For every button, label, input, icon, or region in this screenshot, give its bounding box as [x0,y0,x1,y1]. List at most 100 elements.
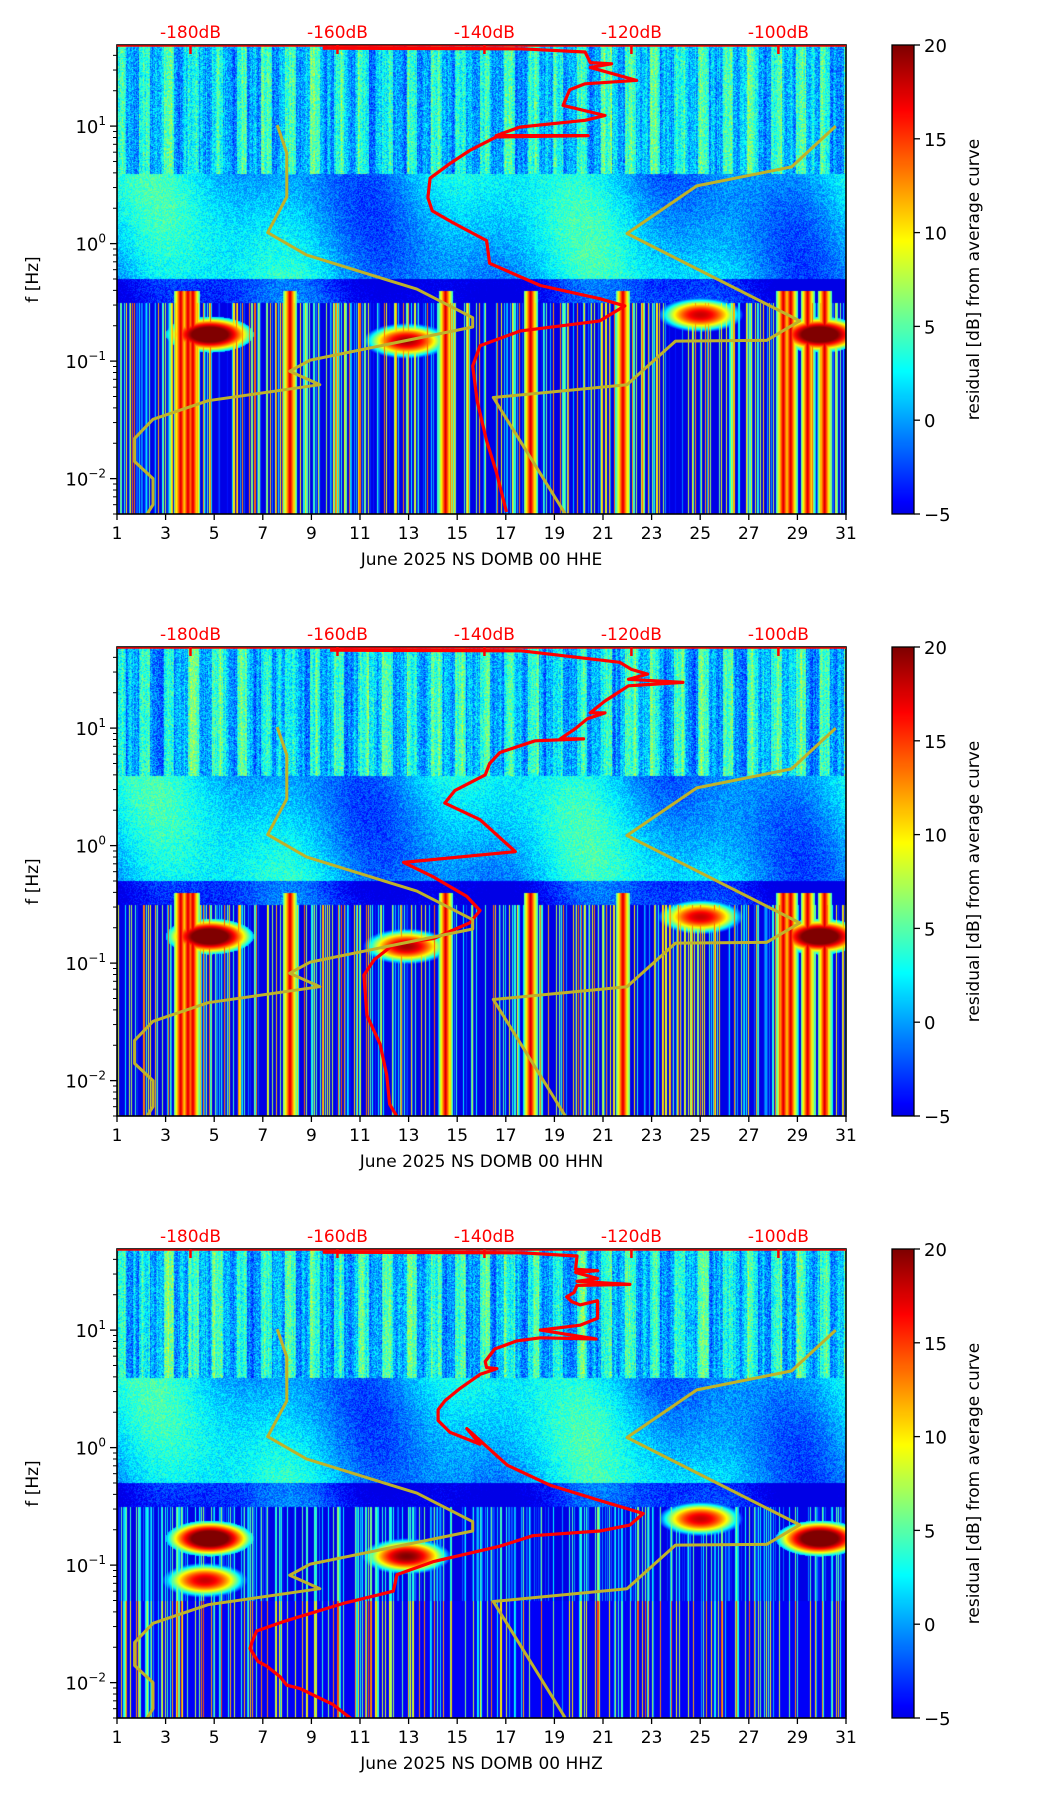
panel-hhz: 1 3 5 7 9 11 13 15 17 19 21 23 25 27 29 31 June 2025 NS … [0,1204,1052,1806]
y-tick-exponent: −2 [88,1069,106,1083]
db-tick-label: -180dB [160,625,221,645]
x-tick-label: 27 [738,1126,760,1146]
x-tick-label: 3 [160,1126,171,1146]
panel-hhn: 1 3 5 7 9 11 13 15 17 19 21 23 25 27 29 31 June 2025 NS … [0,602,1052,1204]
db-tick-label: -100dB [748,1227,809,1247]
curves [133,46,837,514]
y-tick-base: 10 [65,470,88,491]
panel-hhe: 1 3 5 7 9 11 13 15 17 19 21 23 25 27 29 31 June 2025 NS … [0,0,1052,602]
plot-frame [116,1248,847,1719]
y-tick-label: 10−2 [65,1069,106,1093]
db-tick-label: -120dB [601,625,662,645]
y-tick-label: 101 [75,114,106,138]
x-tick-label: 23 [641,1126,663,1146]
nlnm-curve [133,726,475,1116]
x-tick-label: 21 [592,524,614,544]
spectrogram-heatmap [117,647,846,1116]
curves [133,1250,837,1718]
y-axis-label: f [Hz] [23,256,43,302]
y-tick-exponent: 1 [98,114,106,128]
y-tick-label: 100 [75,232,106,256]
colorbar-frame [891,646,915,1117]
y-tick-exponent: −1 [88,349,106,363]
x-tick-label: 25 [689,1126,711,1146]
x-tick-label: 11 [349,1728,371,1748]
y-tick-base: 10 [75,837,98,858]
x-tick-label: 19 [544,524,566,544]
colorbar-label: residual [dB] from average curve [964,1343,984,1624]
x-axis-label: June 2025 NS DOMB 00 HHN [359,1152,604,1172]
x-tick-label: 9 [306,524,317,544]
x-tick-label: 11 [349,1126,371,1146]
mean-psd-curve [322,46,639,513]
y-tick-label: 101 [75,1318,106,1342]
y-tick-base: 10 [75,719,98,740]
colorbar-tick-label: 0 [924,1615,935,1636]
plot-frame [116,44,847,515]
y-tick-base: 10 [75,1439,98,1460]
colorbar-tick-label: 10 [924,1428,947,1449]
db-tick-label: -100dB [748,625,809,645]
x-tick-label: 27 [738,1728,760,1748]
y-tick-base: 10 [65,1072,88,1093]
x-tick-label: 13 [398,1126,420,1146]
y-tick-base: 10 [65,1556,88,1577]
x-tick-label: 9 [306,1728,317,1748]
colorbar-label: residual [dB] from average curve [964,741,984,1022]
y-tick-exponent: 1 [98,716,106,730]
x-tick-label: 31 [835,524,857,544]
x-tick-label: 7 [257,1126,268,1146]
nlnm-curve [133,124,475,514]
y-tick-exponent: 1 [98,1318,106,1332]
colorbar-gradient [892,45,914,514]
colorbar-tick-label: 15 [924,732,947,753]
nlnm-curve [133,1328,475,1718]
y-tick-base: 10 [65,352,88,373]
x-tick-label: 21 [592,1728,614,1748]
x-tick-label: 3 [160,524,171,544]
x-tick-label: 7 [257,524,268,544]
mean-psd-curve [330,648,685,1116]
x-tick-label: 23 [641,1728,663,1748]
x-tick-label: 5 [209,1126,220,1146]
y-tick-label: 100 [75,834,106,858]
colorbar-tick-label: 0 [924,411,935,432]
y-tick-exponent: −1 [88,951,106,965]
colorbar-tick-label: 0 [924,1013,935,1034]
y-tick-exponent: −1 [88,1553,106,1567]
x-tick-label: 15 [446,1728,468,1748]
x-tick-label: 25 [689,524,711,544]
y-tick-exponent: 0 [98,232,106,246]
colorbar-tick-label: 5 [924,1521,935,1542]
x-tick-label: 31 [835,1728,857,1748]
x-tick-label: 29 [787,524,809,544]
db-tick-label: -160dB [307,23,368,43]
y-tick-exponent: −2 [88,467,106,481]
colorbar-tick-label: 10 [924,224,947,245]
x-tick-label: 15 [446,1126,468,1146]
colorbar-frame [891,44,915,515]
colorbar-tick-label: 5 [924,317,935,338]
y-tick-label: 10−1 [65,1553,106,1577]
y-tick-base: 10 [65,954,88,975]
nhnm-curve [491,124,837,514]
colorbar-tick-label: 20 [924,638,947,659]
x-tick-label: 17 [495,1126,517,1146]
y-tick-exponent: −2 [88,1671,106,1685]
y-tick-base: 10 [75,117,98,138]
y-tick-label: 10−1 [65,951,106,975]
y-tick-exponent: 0 [98,834,106,848]
db-tick-label: -120dB [601,1227,662,1247]
db-tick-label: -120dB [601,23,662,43]
curves [133,648,837,1116]
x-tick-label: 23 [641,524,663,544]
x-tick-label: 17 [495,524,517,544]
x-tick-label: 19 [544,1126,566,1146]
x-tick-label: 19 [544,1728,566,1748]
db-tick-label: -140dB [454,23,515,43]
mean-psd-curve [248,1250,645,1718]
plot-frame [116,646,847,1117]
colorbar-gradient [892,647,914,1116]
